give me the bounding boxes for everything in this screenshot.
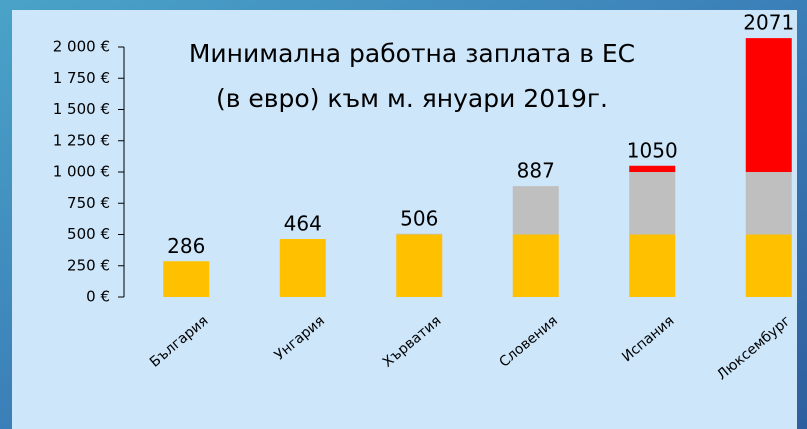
bar-segment [629,234,676,297]
total-label: 887 [517,159,555,183]
bar-segment [396,233,443,235]
y-tick-label: 0 € [86,288,110,306]
total-label: 464 [284,212,322,236]
bar-segment [396,234,443,297]
total-label: 1050 [627,138,678,162]
title-line: (в евро) към м. януари 2019г. [216,84,608,113]
y-tick-label: 1 750 € [53,69,110,87]
y-tick-label: 1 000 € [53,163,110,181]
bar-segment [745,234,792,297]
y-tick-label: 750 € [67,194,110,212]
y-tick-label: 250 € [67,256,110,274]
y-tick-label: 1 250 € [53,131,110,149]
y-tick-label: 1 500 € [53,100,110,118]
total-label: 286 [167,234,205,258]
total-label: 506 [400,206,438,230]
bar-segment [279,239,326,297]
total-label: 2071 [743,11,794,35]
bar-segment [745,172,792,235]
bar-segment [629,165,676,172]
bar-segment [512,234,559,297]
y-tick-label: 500 € [67,225,110,243]
title-line: Минимална работна заплата в ЕС [189,39,635,68]
bar-segment [629,172,676,235]
bar-segment [512,186,559,235]
bar-segment [163,261,210,297]
bar-segment [745,38,792,172]
y-tick-label: 2 000 € [53,38,110,56]
